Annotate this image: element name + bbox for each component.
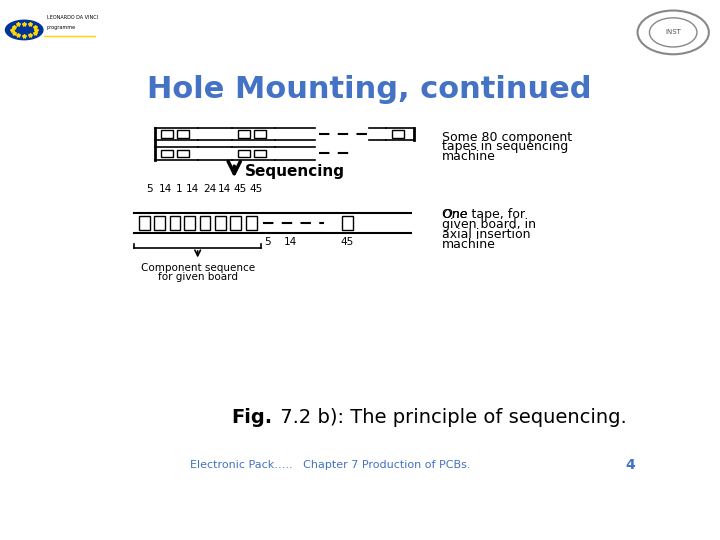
- Text: for given board: for given board: [158, 272, 238, 282]
- Bar: [246, 215, 256, 230]
- Text: One tape, for: One tape, for: [442, 208, 525, 221]
- Bar: [161, 130, 174, 138]
- Text: 5: 5: [146, 184, 153, 194]
- Bar: [215, 215, 226, 230]
- Text: 24: 24: [203, 184, 216, 194]
- Bar: [392, 130, 405, 138]
- Text: Some 80 component: Some 80 component: [442, 131, 572, 144]
- Text: 14: 14: [186, 184, 199, 194]
- Bar: [230, 215, 241, 230]
- Text: 14: 14: [284, 237, 297, 246]
- Bar: [176, 130, 189, 138]
- Text: 14: 14: [217, 184, 231, 194]
- Text: INST: INST: [665, 29, 681, 36]
- Text: Sequencing: Sequencing: [245, 164, 345, 179]
- Text: Component sequence: Component sequence: [140, 264, 255, 273]
- Bar: [199, 215, 210, 230]
- Text: axial insertion: axial insertion: [442, 228, 531, 241]
- Text: 1: 1: [176, 184, 182, 194]
- Text: 45: 45: [249, 184, 262, 194]
- Text: 45: 45: [341, 237, 354, 246]
- Text: LEONARDO DA VINCI: LEONARDO DA VINCI: [47, 15, 98, 21]
- Circle shape: [6, 20, 43, 40]
- Bar: [154, 215, 165, 230]
- Bar: [170, 215, 180, 230]
- Text: tapes in sequencing: tapes in sequencing: [442, 140, 568, 153]
- Bar: [253, 150, 266, 157]
- Text: Fig.: Fig.: [232, 408, 273, 427]
- Text: given board, in: given board, in: [442, 219, 536, 232]
- Bar: [139, 215, 150, 230]
- Text: 7.2 b): The principle of sequencing.: 7.2 b): The principle of sequencing.: [274, 408, 627, 427]
- Text: programme: programme: [47, 25, 76, 30]
- Bar: [184, 215, 195, 230]
- Bar: [253, 130, 266, 138]
- Text: 5: 5: [264, 237, 271, 246]
- Text: Hole Mounting, continued: Hole Mounting, continued: [147, 75, 591, 104]
- Bar: [342, 215, 353, 230]
- Text: 14: 14: [159, 184, 172, 194]
- Text: machine: machine: [442, 150, 496, 163]
- Text: 4: 4: [625, 458, 634, 472]
- Bar: [238, 130, 251, 138]
- Text: One: One: [442, 208, 468, 221]
- Bar: [238, 150, 251, 157]
- Text: 45: 45: [234, 184, 247, 194]
- Text: machine: machine: [442, 239, 496, 252]
- Bar: [176, 150, 189, 157]
- Text: Electronic Pack…..   Chapter 7 Production of PCBs.: Electronic Pack….. Chapter 7 Production …: [190, 460, 471, 470]
- Bar: [161, 150, 174, 157]
